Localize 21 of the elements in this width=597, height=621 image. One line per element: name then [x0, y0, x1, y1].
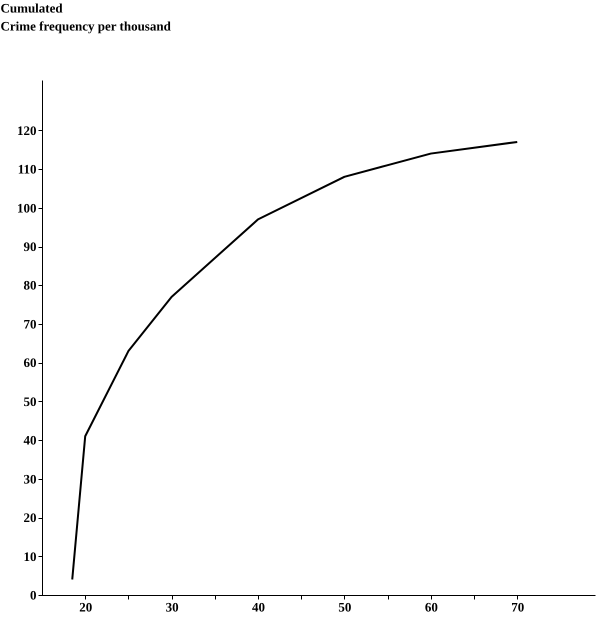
y-tick-label: 80 — [24, 278, 36, 293]
y-tick-label: 40 — [24, 432, 36, 448]
y-tick-label: 20 — [24, 510, 36, 526]
y-tick-label: 100 — [17, 200, 36, 216]
y-axis-title: Cumulated Crime frequency per thousand — [0, 0, 172, 34]
line-series — [71, 140, 518, 581]
y-tick-label: 90 — [24, 239, 36, 254]
x-tick-label: 70 — [511, 600, 524, 614]
x-tick-label: 30 — [166, 600, 179, 614]
y-tick-label: 70 — [24, 316, 36, 332]
y-tick-label: 10 — [24, 548, 36, 564]
y-tick-label: 110 — [18, 162, 36, 177]
y-tick-label: 50 — [24, 394, 36, 409]
x-tick-label: 50 — [338, 600, 352, 614]
x-tick-label: 60 — [424, 600, 438, 614]
x-tick-label: 40 — [252, 600, 266, 614]
y-tick-label: 30 — [24, 471, 36, 486]
y-tick-label: 120 — [17, 122, 36, 138]
x-tick-label: 20 — [79, 600, 92, 614]
y-tick-label: 60 — [24, 355, 36, 370]
y-tick-label: 0 — [30, 588, 36, 602]
